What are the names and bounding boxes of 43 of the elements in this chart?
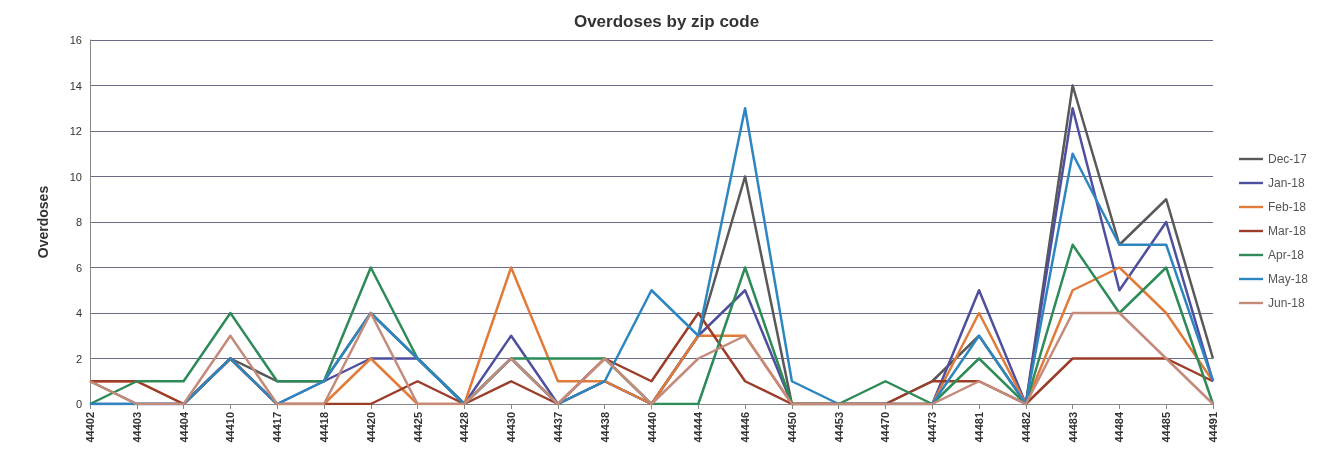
x-tick-label: 44404	[177, 411, 190, 443]
x-tick-label: 44403	[130, 412, 143, 443]
legend-label: Mar-18	[1267, 224, 1307, 238]
legend-label: Dec-17	[1267, 152, 1307, 166]
x-tick-label: 44428	[458, 412, 471, 443]
x-tick-label: 44440	[645, 412, 658, 443]
y-tick-label: 12	[69, 125, 82, 137]
x-tick-label: 44450	[785, 412, 798, 443]
x-tick-label: 44430	[505, 412, 518, 443]
y-tick-label: 2	[75, 352, 82, 365]
chart-title: Overdoses by zip code	[573, 12, 760, 31]
y-tick-label: 4	[75, 307, 82, 319]
x-tick-label: 44485	[1160, 412, 1173, 443]
x-tick-label: 44425	[411, 412, 424, 443]
x-tick-label: 44402	[84, 412, 96, 443]
x-tick-label: 44417	[271, 412, 284, 443]
x-tick-label: 44410	[224, 412, 237, 443]
y-tick-label: 10	[69, 170, 82, 183]
x-tick-label: 44420	[364, 412, 377, 443]
y-axis-title: Overdoses	[35, 185, 51, 259]
x-tick-label: 44482	[1019, 412, 1032, 443]
y-tick-label: 16	[69, 34, 82, 46]
legend-label: Feb-18	[1267, 200, 1307, 214]
x-tick-label: 44444	[692, 411, 705, 443]
x-tick-label: 44484	[1113, 411, 1126, 443]
y-tick-label: 8	[75, 216, 82, 228]
x-tick-label: 44483	[1066, 412, 1079, 443]
y-tick-label: 0	[75, 398, 82, 410]
x-tick-label: 44473	[926, 412, 939, 443]
x-tick-label: 44453	[832, 412, 845, 443]
x-tick-label: 44491	[1207, 412, 1219, 443]
legend-label: Apr-18	[1267, 248, 1305, 262]
y-tick-label: 6	[75, 261, 82, 274]
legend-label: May-18	[1267, 272, 1309, 286]
legend-label: Jan-18	[1267, 176, 1305, 190]
x-tick-label: 44418	[317, 412, 330, 443]
x-tick-label: 44470	[879, 412, 892, 443]
x-tick-label: 44438	[598, 412, 611, 443]
y-tick-label: 14	[69, 79, 82, 92]
x-tick-label: 44437	[551, 412, 564, 443]
x-tick-label: 44446	[739, 412, 752, 443]
legend-label: Jun-18	[1267, 296, 1305, 310]
x-tick-label: 44481	[973, 412, 986, 443]
